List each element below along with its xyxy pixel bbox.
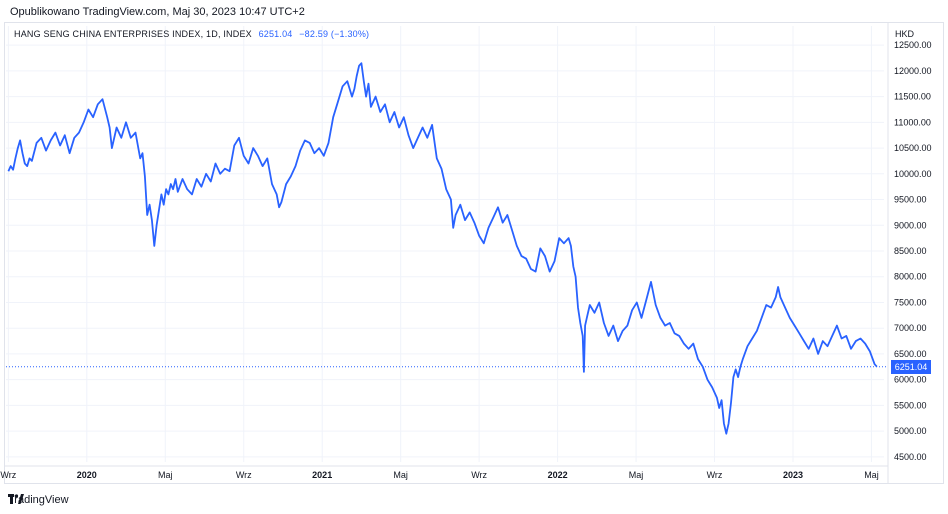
y-tick-label: 10000.00 xyxy=(894,169,932,179)
y-tick-label: 7500.00 xyxy=(894,297,927,307)
published-caption: Opublikowano TradingView.com, Maj 30, 20… xyxy=(10,6,305,18)
x-tick-label: 2023 xyxy=(783,470,803,480)
legend-last-value: 6251.04 xyxy=(258,29,293,39)
y-tick-label: 8500.00 xyxy=(894,246,927,256)
x-tick-label: 2021 xyxy=(312,470,332,480)
y-tick-label: 9000.00 xyxy=(894,220,927,230)
y-tick-label: 9500.00 xyxy=(894,195,927,205)
y-tick-label: 11000.00 xyxy=(894,117,931,127)
chart-frame xyxy=(4,22,944,484)
y-tick-label: 12500.00 xyxy=(894,40,932,50)
y-tick-label: 5500.00 xyxy=(894,400,927,410)
y-tick-label: 8000.00 xyxy=(894,272,927,282)
x-tick-label: Wrz xyxy=(707,470,723,480)
x-tick-label: 2020 xyxy=(77,470,97,480)
brand-name: TradingView xyxy=(8,494,69,506)
footer-branding[interactable]: TradingView xyxy=(8,494,69,506)
x-tick-label: Wrz xyxy=(0,470,16,480)
y-tick-label: 12000.00 xyxy=(894,66,932,76)
legend-change: −82.59 (−1.30%) xyxy=(299,29,370,39)
currency-label: HKD xyxy=(895,29,915,39)
y-tick-label: 7000.00 xyxy=(894,323,927,333)
legend-symbol: HANG SENG CHINA ENTERPRISES INDEX, 1D, I… xyxy=(14,29,252,39)
y-tick-label: 5000.00 xyxy=(894,426,927,436)
y-tick-label: 6500.00 xyxy=(894,349,927,359)
last-price-tag: 6251.04 xyxy=(891,359,931,374)
y-tick-label: 11500.00 xyxy=(894,92,931,102)
x-tick-label: Maj xyxy=(864,470,879,480)
y-tick-label: 4500.00 xyxy=(894,452,927,462)
tradingview-logo-icon xyxy=(8,494,24,504)
y-tick-label: 6000.00 xyxy=(894,375,927,385)
chart-legend: HANG SENG CHINA ENTERPRISES INDEX, 1D, I… xyxy=(14,29,369,39)
x-tick-label: Maj xyxy=(629,470,644,480)
x-tick-label: Maj xyxy=(393,470,408,480)
x-tick-label: Wrz xyxy=(471,470,487,480)
x-tick-label: Wrz xyxy=(236,470,252,480)
price-series-line xyxy=(7,62,878,435)
y-tick-label: 10500.00 xyxy=(894,143,932,153)
x-tick-label: Maj xyxy=(158,470,173,480)
x-tick-label: 2022 xyxy=(548,470,568,480)
